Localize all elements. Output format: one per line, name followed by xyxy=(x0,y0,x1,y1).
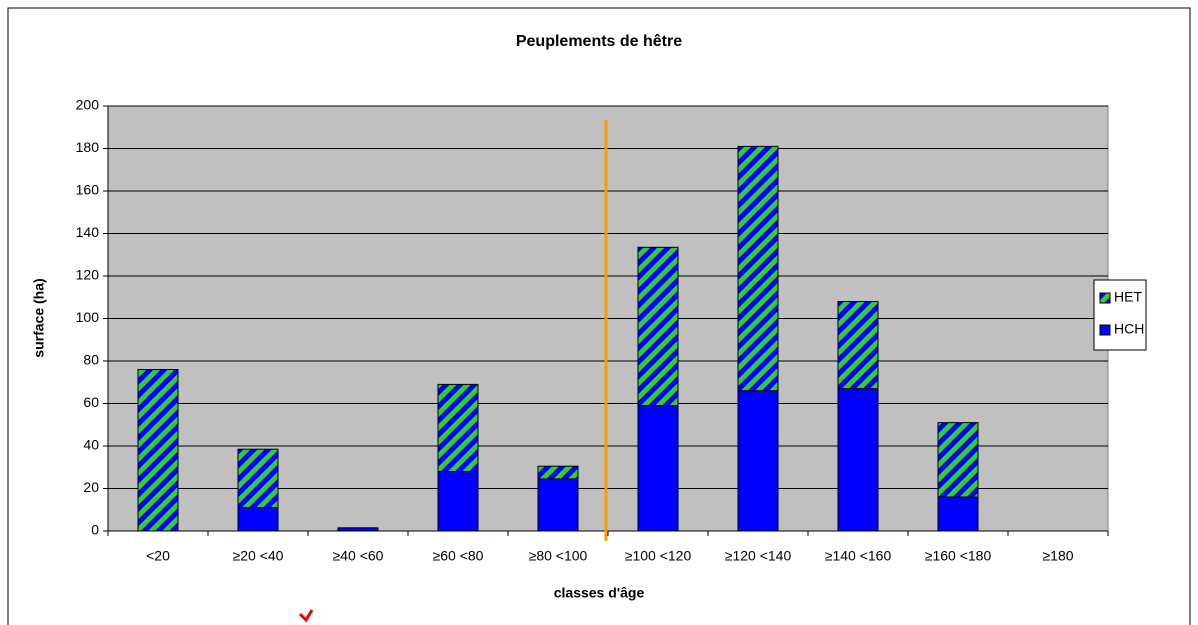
y-tick-label: 40 xyxy=(83,437,99,453)
bar-segment xyxy=(237,507,279,532)
x-axis-label: classes d'âge xyxy=(554,585,645,601)
x-tick-label: ≥160 <180 xyxy=(925,548,992,564)
bar-segment xyxy=(737,145,779,392)
legend-label: HCH xyxy=(1114,321,1144,337)
bar-segment xyxy=(737,390,779,532)
bar-segment xyxy=(637,405,679,532)
legend-box xyxy=(1093,279,1147,351)
y-tick-label: 120 xyxy=(76,267,100,283)
x-tick-label: ≥40 <60 xyxy=(333,548,384,564)
y-tick-label: 140 xyxy=(76,224,100,240)
x-tick-label: ≥120 <140 xyxy=(725,548,792,564)
bar-segment xyxy=(837,388,879,532)
y-tick-label: 20 xyxy=(83,479,99,495)
x-tick-label: ≥140 <160 xyxy=(825,548,892,564)
x-tick-label: <20 xyxy=(146,548,170,564)
y-axis-label: surface (ha) xyxy=(31,278,47,357)
x-tick-label: ≥60 <80 xyxy=(433,548,484,564)
bar-segment xyxy=(237,448,279,509)
legend-swatch xyxy=(1099,292,1111,304)
bar-segment xyxy=(437,471,479,532)
bar-segment xyxy=(837,301,879,390)
y-tick-label: 100 xyxy=(76,309,100,325)
y-tick-label: 60 xyxy=(83,394,99,410)
bar-segment xyxy=(937,422,979,498)
legend-swatch xyxy=(1099,324,1111,336)
legend-label: HET xyxy=(1114,289,1142,305)
y-tick-label: 180 xyxy=(76,139,100,155)
x-tick-label: ≥100 <120 xyxy=(625,548,692,564)
x-tick-label: ≥80 <100 xyxy=(529,548,588,564)
bar-segment xyxy=(337,527,379,532)
x-tick-label: ≥180 xyxy=(1042,548,1073,564)
y-tick-label: 0 xyxy=(91,522,99,538)
bar-segment xyxy=(937,496,979,532)
y-tick-label: 80 xyxy=(83,352,99,368)
red-mark xyxy=(298,609,314,623)
bar-segment xyxy=(637,246,679,407)
x-tick-label: ≥20 <40 xyxy=(233,548,284,564)
y-tick-label: 200 xyxy=(76,97,100,113)
bar-segment xyxy=(137,369,179,532)
bar-segment xyxy=(537,465,579,480)
bar-segment xyxy=(437,383,479,472)
plot-layer: 0 20 40 60 80 100 120 140 160 180 200 <20 ≥20 <40 ≥40… xyxy=(76,97,1109,564)
bar-segment xyxy=(537,478,579,532)
chart-title: Peuplements de hêtre xyxy=(516,33,682,50)
y-tick-label: 160 xyxy=(76,182,100,198)
